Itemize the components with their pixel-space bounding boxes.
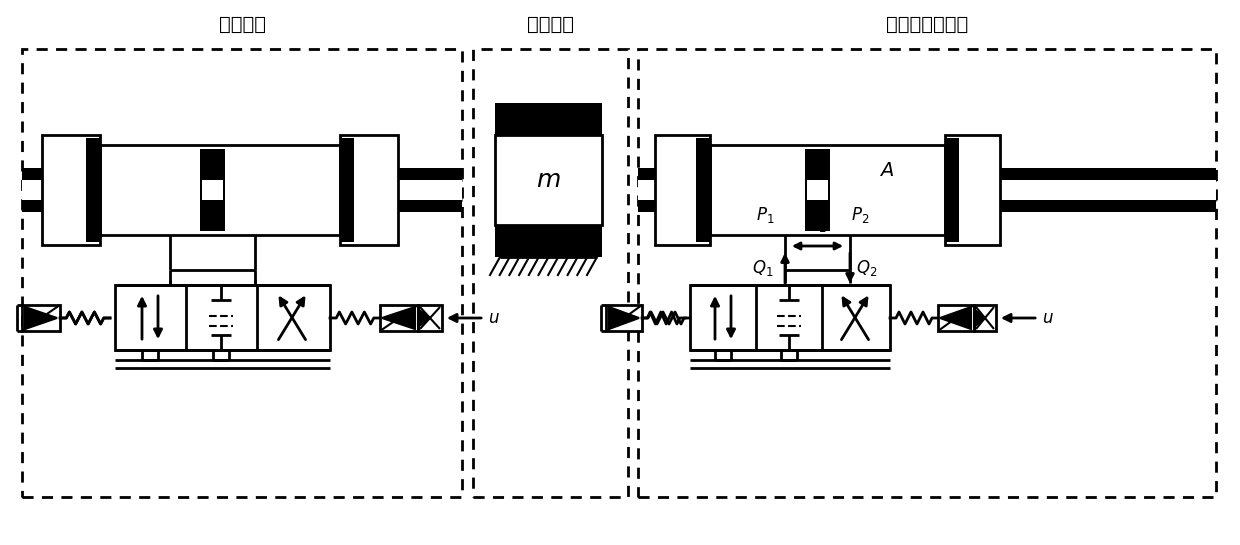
Polygon shape: [609, 307, 639, 329]
Polygon shape: [382, 307, 415, 329]
Bar: [42, 135, 100, 245]
Polygon shape: [973, 309, 985, 327]
Bar: [495, 135, 601, 225]
Bar: [639, 49, 1216, 497]
Bar: [937, 305, 973, 331]
Bar: [639, 180, 1216, 200]
Text: $P_1$: $P_1$: [756, 205, 774, 225]
Text: $Q_1$: $Q_1$: [751, 258, 773, 278]
Bar: [711, 145, 945, 235]
Bar: [22, 168, 463, 180]
Bar: [340, 138, 353, 242]
Text: $P_2$: $P_2$: [851, 205, 869, 225]
Bar: [340, 135, 398, 245]
Bar: [115, 285, 330, 350]
Text: 电液负载模拟器: 电液负载模拟器: [885, 15, 968, 34]
Bar: [22, 200, 463, 212]
Bar: [639, 200, 1216, 212]
Bar: [200, 149, 224, 231]
Bar: [472, 49, 627, 497]
Text: $Q_2$: $Q_2$: [856, 258, 878, 278]
Polygon shape: [940, 307, 971, 329]
Bar: [945, 135, 999, 245]
Bar: [696, 138, 711, 242]
Bar: [22, 305, 60, 331]
Text: $A$: $A$: [879, 160, 894, 179]
Bar: [655, 135, 711, 245]
Bar: [639, 168, 1216, 180]
Text: 舐机系统: 舐机系统: [218, 15, 265, 34]
Bar: [973, 305, 996, 331]
Text: $P_{\rm L}$: $P_{\rm L}$: [807, 214, 826, 234]
Text: $m$: $m$: [536, 168, 560, 192]
Bar: [202, 180, 223, 200]
Bar: [379, 305, 418, 331]
Text: $u$: $u$: [1042, 309, 1054, 327]
Bar: [22, 180, 463, 200]
Bar: [86, 138, 100, 242]
Bar: [805, 149, 830, 231]
Bar: [100, 145, 340, 235]
Text: 惯性负载: 惯性负载: [527, 15, 574, 34]
Bar: [807, 180, 828, 200]
Bar: [418, 305, 441, 331]
Polygon shape: [25, 307, 57, 329]
Bar: [945, 138, 959, 242]
Bar: [495, 225, 601, 257]
Bar: [22, 49, 463, 497]
Bar: [495, 103, 601, 135]
Text: $u$: $u$: [489, 309, 500, 327]
Bar: [689, 285, 890, 350]
Polygon shape: [418, 309, 430, 327]
Bar: [606, 305, 642, 331]
